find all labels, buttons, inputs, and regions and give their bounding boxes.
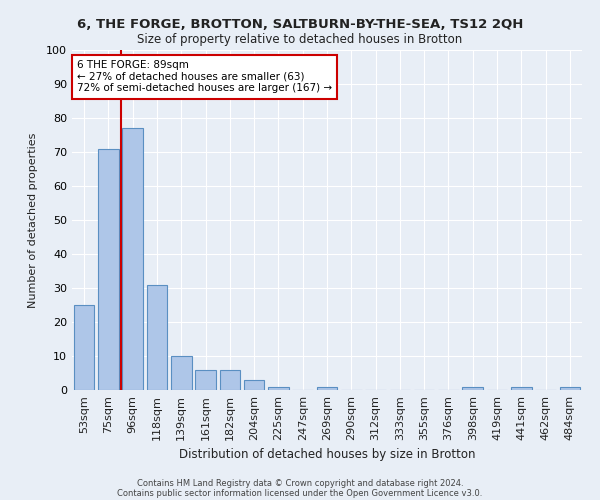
Bar	[74, 305, 94, 390]
Bar	[317, 386, 337, 390]
Text: 6, THE FORGE, BROTTON, SALTBURN-BY-THE-SEA, TS12 2QH: 6, THE FORGE, BROTTON, SALTBURN-BY-THE-S…	[77, 18, 523, 30]
Bar	[171, 356, 191, 390]
Bar	[220, 370, 240, 390]
Y-axis label: Number of detached properties: Number of detached properties	[28, 132, 38, 308]
Bar	[268, 386, 289, 390]
Bar	[122, 128, 143, 390]
Bar	[511, 386, 532, 390]
X-axis label: Distribution of detached houses by size in Brotton: Distribution of detached houses by size …	[179, 448, 475, 462]
Bar	[244, 380, 265, 390]
Bar	[195, 370, 216, 390]
Text: Size of property relative to detached houses in Brotton: Size of property relative to detached ho…	[137, 32, 463, 46]
Bar	[463, 386, 483, 390]
Bar	[98, 148, 119, 390]
Text: 6 THE FORGE: 89sqm
← 27% of detached houses are smaller (63)
72% of semi-detache: 6 THE FORGE: 89sqm ← 27% of detached hou…	[77, 60, 332, 94]
Bar	[560, 386, 580, 390]
Text: Contains public sector information licensed under the Open Government Licence v3: Contains public sector information licen…	[118, 488, 482, 498]
Bar	[146, 284, 167, 390]
Text: Contains HM Land Registry data © Crown copyright and database right 2024.: Contains HM Land Registry data © Crown c…	[137, 478, 463, 488]
